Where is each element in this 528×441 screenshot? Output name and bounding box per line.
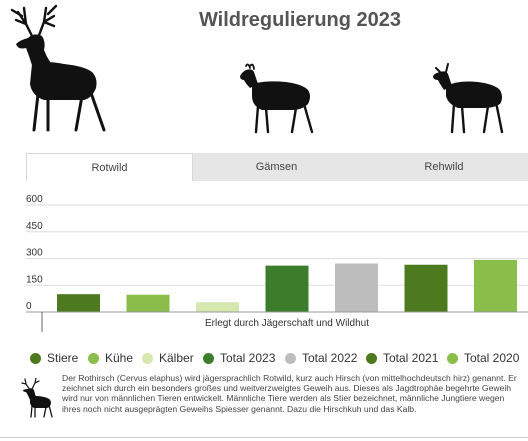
tab-rehwild[interactable]: Rehwild [424, 161, 464, 173]
legend-dot-icon [447, 352, 458, 364]
legend-dot-icon [88, 352, 99, 364]
chamois-icon [240, 63, 314, 134]
tab-gaemsen[interactable]: Gämsen [255, 161, 298, 173]
bar-kühe[interactable] [126, 294, 170, 312]
legend-item[interactable]: Total 2020 [447, 351, 519, 365]
legend-label: Total 2020 [464, 351, 520, 365]
legend-label: Kühe [105, 351, 134, 365]
chart-legend: Stiere Kühe Kälber Total 2023 Total 2022 Tota… [30, 351, 528, 367]
legend-label: Total 2021 [383, 351, 439, 365]
legend-dot-icon [142, 352, 153, 364]
y-tick-label: 300 [26, 248, 43, 259]
bar-total-2022[interactable] [335, 263, 378, 312]
legend-dot-icon [285, 352, 296, 364]
legend-item[interactable]: Kühe [88, 351, 133, 365]
legend-label: Total 2022 [302, 351, 358, 365]
bar-kälber[interactable] [196, 302, 239, 312]
bar-total-2021[interactable] [404, 264, 448, 312]
legend-label: Stiere [47, 351, 79, 365]
bar-stiere[interactable] [57, 294, 100, 312]
legend-label: Total 2023 [220, 351, 276, 365]
bar-total-2020[interactable] [474, 259, 517, 312]
legend-item[interactable]: Total 2021 [366, 351, 438, 365]
y-tick-label: 0 [26, 301, 32, 312]
x-axis-label: Erlegt durch Jägerschaft und Wildhut [205, 318, 369, 329]
legend-item[interactable]: Total 2022 [285, 351, 357, 365]
bottom-divider [0, 437, 528, 438]
species-tabs: Rotwild Gämsen Rehwild [26, 153, 528, 181]
legend-dot-icon [203, 352, 214, 364]
tab-rotwild[interactable]: Rotwild [26, 153, 193, 181]
red-deer-stag-icon [10, 4, 106, 132]
legend-item[interactable]: Stiere [30, 351, 78, 365]
bar-chart: 0 150 300 450 600 Erlegt durch Jägerschaft u… [26, 194, 528, 332]
legend-item[interactable]: Kälber [142, 351, 194, 365]
y-tick-label: 450 [26, 221, 43, 232]
legend-item[interactable]: Total 2023 [203, 351, 275, 365]
red-deer-small-icon [21, 378, 53, 418]
roe-deer-icon [433, 63, 504, 134]
y-tick-label: 600 [26, 194, 43, 205]
bar-total-2023[interactable] [265, 265, 309, 312]
y-tick-label: 150 [26, 274, 43, 285]
species-description: Der Rothirsch (Cervus elaphus) wird jäge… [62, 373, 517, 414]
legend-dot-icon [30, 352, 41, 364]
legend-label: Kälber [159, 351, 194, 365]
page-title: Wildregulierung 2023 [198, 9, 402, 31]
legend-dot-icon [366, 352, 377, 364]
